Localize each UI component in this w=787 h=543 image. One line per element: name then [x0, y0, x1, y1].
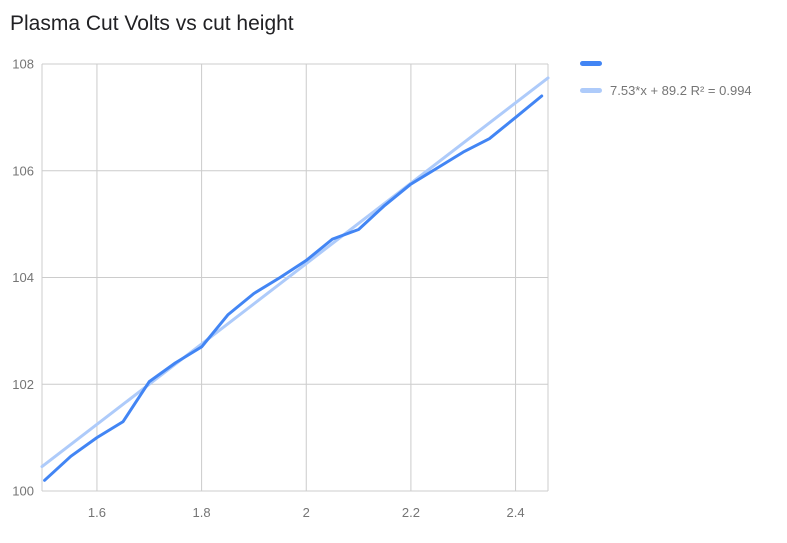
- legend: 7.53*x + 89.2 R² = 0.994: [580, 50, 752, 104]
- y-tick-label: 104: [12, 270, 34, 285]
- x-tick-label: 2.4: [507, 505, 525, 520]
- y-tick-label: 106: [12, 163, 34, 178]
- legend-item-series: [580, 50, 752, 77]
- legend-item-trendline: 7.53*x + 89.2 R² = 0.994: [580, 77, 752, 104]
- y-tick-label: 100: [12, 484, 34, 499]
- series-legend-marker-icon: [580, 61, 602, 66]
- x-tick-label: 1.8: [193, 505, 211, 520]
- y-tick-label: 102: [12, 377, 34, 392]
- y-tick-label: 108: [12, 57, 34, 72]
- chart-title: Plasma Cut Volts vs cut height: [10, 12, 294, 35]
- trendline-legend-marker-icon: [580, 88, 602, 93]
- trendline-line: [40, 76, 550, 469]
- data-series-line: [43, 94, 544, 482]
- x-tick-label: 1.6: [88, 505, 106, 520]
- x-tick-label: 2: [303, 505, 310, 520]
- x-tick-label: 2.2: [402, 505, 420, 520]
- trendline-legend-label: 7.53*x + 89.2 R² = 0.994: [610, 83, 752, 98]
